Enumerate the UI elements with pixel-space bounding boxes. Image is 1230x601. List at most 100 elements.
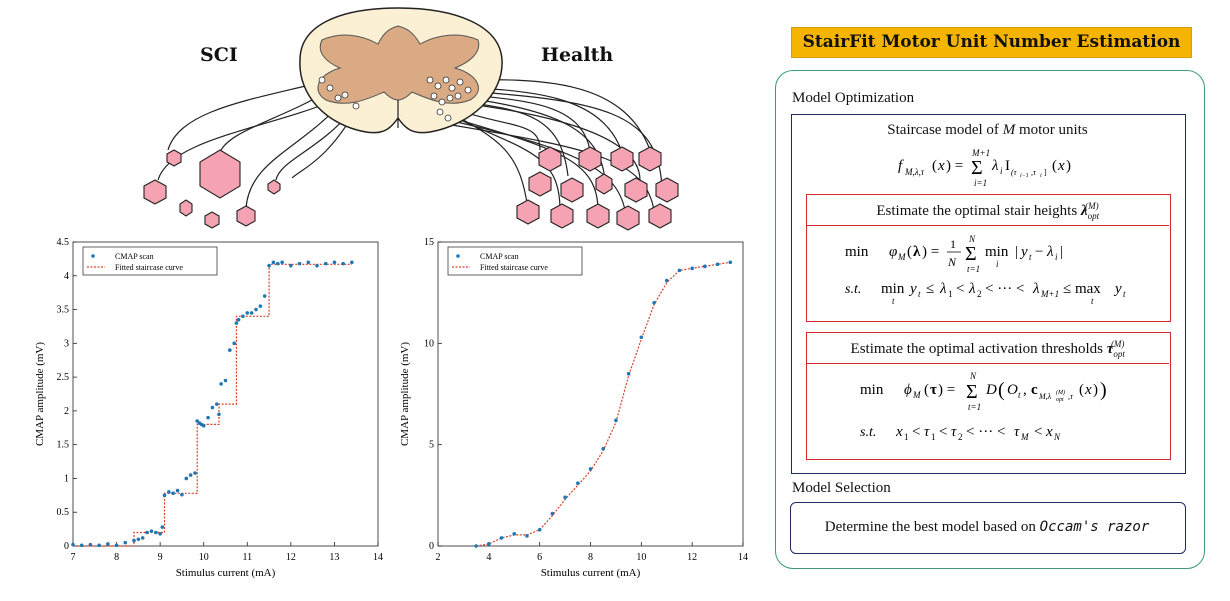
svg-text:min: min xyxy=(845,244,869,260)
motor-neurons xyxy=(318,76,472,122)
cmap-scan-point xyxy=(275,261,280,266)
svg-text:min: min xyxy=(881,281,905,297)
svg-text:) =: ) = xyxy=(938,382,955,398)
svg-text:M,λ: M,λ xyxy=(1038,392,1052,401)
svg-text:t: t xyxy=(1123,289,1126,299)
cmap-scan-point xyxy=(140,536,145,540)
cmap-scan-point xyxy=(690,266,694,271)
cmap-scan-point xyxy=(193,471,197,475)
svg-text:−: − xyxy=(1035,244,1043,260)
svg-text:) =: ) = xyxy=(946,158,963,174)
svg-text:2: 2 xyxy=(977,289,982,299)
svg-text:φ: φ xyxy=(889,244,897,260)
cmap-scan-point xyxy=(563,495,567,500)
cmap-scan-point xyxy=(123,540,128,545)
cmap-scan-point xyxy=(537,527,542,532)
svg-text:λ: λ xyxy=(1032,281,1040,297)
svg-text:|: | xyxy=(1060,244,1063,260)
cmap-scan-point xyxy=(223,378,228,383)
svg-text:,τ: ,τ xyxy=(1031,168,1037,177)
cmap-scan-point xyxy=(214,402,219,406)
svg-text:(M): (M) xyxy=(1056,389,1065,396)
svg-text:<: < xyxy=(912,424,920,440)
svg-text:t: t xyxy=(892,296,895,306)
cmap-scan-point xyxy=(306,260,311,265)
model-optimization-label: Model Optimization xyxy=(792,90,915,106)
cmap-scan-point xyxy=(350,260,354,265)
cmap-scan-point xyxy=(206,415,210,420)
y-tick-label: 4 xyxy=(64,271,69,282)
cmap-scan-point xyxy=(575,481,580,485)
svg-text:N: N xyxy=(947,255,957,269)
svg-text:τ: τ xyxy=(924,424,930,440)
svg-text:t: t xyxy=(1029,252,1032,262)
fitted-staircase-line xyxy=(73,263,352,547)
x-tick-label: 2 xyxy=(436,552,441,563)
cmap-scan-point xyxy=(175,488,180,493)
svg-text:M: M xyxy=(897,252,906,262)
cmap-scan-point xyxy=(219,382,223,386)
thresholds-title: Estimate the optimal activation threshol… xyxy=(850,339,1125,359)
cmap-scan-point xyxy=(158,532,162,536)
panel-title: StairFit Motor Unit Number Estimation xyxy=(791,27,1192,58)
selection-text: Determine the best model based on Occam'… xyxy=(824,519,1150,535)
svg-text:Σ: Σ xyxy=(965,243,977,265)
y-tick-label: 10 xyxy=(424,338,434,349)
cmap-scan-point xyxy=(525,534,529,538)
svg-text:λ: λ xyxy=(939,281,947,297)
cmap-scan-point xyxy=(136,537,141,542)
svg-text:x: x xyxy=(1057,158,1065,174)
y-axis-label: CMAP amplitude (mV) xyxy=(399,342,411,446)
cmap-scan-point xyxy=(332,260,337,265)
cmap-scan-point xyxy=(499,536,504,540)
cmap-scan-point xyxy=(550,511,555,516)
model-selection-label: Model Selection xyxy=(792,480,891,496)
method-panel xyxy=(775,70,1205,569)
svg-text:≤: ≤ xyxy=(926,281,934,297)
x-tick-label: 10 xyxy=(199,552,209,563)
cmap-scan-point xyxy=(512,532,517,536)
svg-text:≤ max: ≤ max xyxy=(1063,281,1101,297)
y-tick-label: 1.5 xyxy=(57,440,70,451)
legend-scan-label: CMAP scan xyxy=(115,252,154,261)
svg-text:s.t.: s.t. xyxy=(845,282,861,297)
x-tick-label: 10 xyxy=(636,552,646,563)
svg-text:< ··· <: < ··· < xyxy=(985,281,1024,297)
cmap-scan-point xyxy=(153,530,158,535)
sci-label: SCI xyxy=(200,44,238,66)
cmap-scan-point xyxy=(145,530,149,535)
cmap-scan-point xyxy=(614,418,618,423)
cmap-scan-point xyxy=(149,529,154,533)
svg-text:M+1: M+1 xyxy=(971,148,990,158)
svg-text:x: x xyxy=(1045,424,1053,440)
svg-text:(: ( xyxy=(924,382,929,398)
x-tick-label: 12 xyxy=(687,552,697,563)
svg-text:2: 2 xyxy=(958,432,963,442)
cmap-scan-point xyxy=(232,341,237,346)
svg-text:<: < xyxy=(939,424,947,440)
legend-box xyxy=(447,246,583,276)
y-tick-label: 5 xyxy=(429,440,434,451)
svg-text:1: 1 xyxy=(948,289,953,299)
cmap-scan-point xyxy=(162,493,167,498)
legend-scan-marker xyxy=(456,254,460,258)
svg-text:): ) xyxy=(1100,379,1107,401)
svg-text:t: t xyxy=(1091,296,1094,306)
svg-text:λ: λ xyxy=(991,158,999,174)
svg-text:1: 1 xyxy=(950,237,956,251)
cmap-scan-point xyxy=(487,542,491,546)
svg-text:c: c xyxy=(1031,382,1038,398)
legend-fit-label: Fitted staircase curve xyxy=(115,263,183,272)
cmap-scan-point xyxy=(114,543,119,548)
thresholds-box xyxy=(806,332,1171,460)
cmap-scan-point xyxy=(217,412,221,417)
cmap-scan-point xyxy=(167,490,171,494)
svg-text:t=1: t=1 xyxy=(968,402,981,412)
muscle-units xyxy=(143,146,679,231)
svg-text:i−1: i−1 xyxy=(1020,173,1029,179)
svg-text:(: ( xyxy=(1052,158,1057,174)
cmap-scan-point xyxy=(474,544,478,548)
svg-text:M+1: M+1 xyxy=(1040,289,1059,299)
